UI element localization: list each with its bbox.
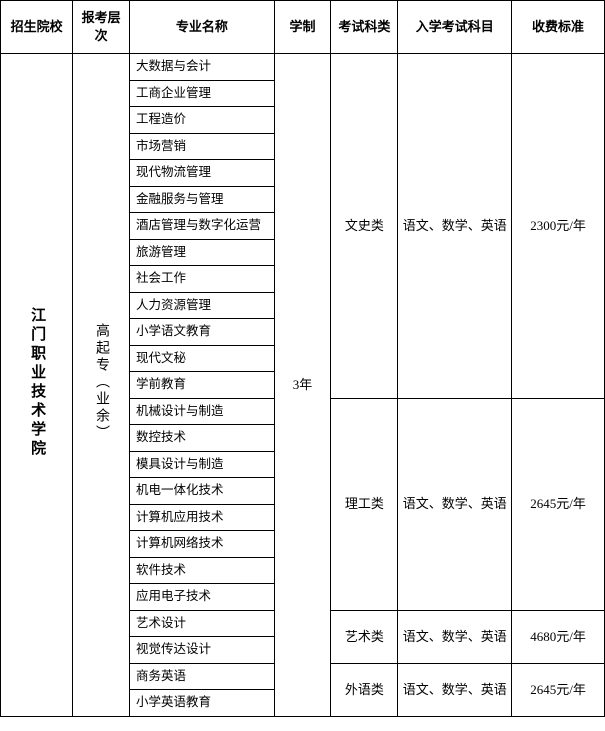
cell-major: 旅游管理 <box>130 239 275 266</box>
table-header: 招生院校 报考层次 专业名称 学制 考试科类 入学考试科目 收费标准 <box>1 1 605 54</box>
header-category: 考试科类 <box>331 1 398 54</box>
cell-major: 现代物流管理 <box>130 160 275 187</box>
cell-major: 社会工作 <box>130 266 275 293</box>
cell-subjects: 语文、数学、英语 <box>398 398 512 610</box>
cell-major: 小学英语教育 <box>130 690 275 717</box>
admissions-table-container: 招生院校 报考层次 专业名称 学制 考试科类 入学考试科目 收费标准 江门职业技… <box>0 0 605 717</box>
cell-major: 小学语文教育 <box>130 319 275 346</box>
cell-major: 商务英语 <box>130 663 275 690</box>
cell-fee: 2645元/年 <box>512 663 605 716</box>
cell-level: 高起专（业余） <box>73 54 130 717</box>
cell-category: 理工类 <box>331 398 398 610</box>
header-level: 报考层次 <box>73 1 130 54</box>
cell-major: 机械设计与制造 <box>130 398 275 425</box>
cell-major: 模具设计与制造 <box>130 451 275 478</box>
cell-subjects: 语文、数学、英语 <box>398 610 512 663</box>
header-major: 专业名称 <box>130 1 275 54</box>
admissions-table: 招生院校 报考层次 专业名称 学制 考试科类 入学考试科目 收费标准 江门职业技… <box>0 0 605 717</box>
cell-major: 软件技术 <box>130 557 275 584</box>
table-body: 江门职业技术学院高起专（业余）大数据与会计3年文史类语文、数学、英语2300元/… <box>1 54 605 717</box>
cell-subjects: 语文、数学、英语 <box>398 54 512 399</box>
cell-major: 学前教育 <box>130 372 275 399</box>
cell-years: 3年 <box>274 54 331 717</box>
cell-major: 金融服务与管理 <box>130 186 275 213</box>
cell-major: 应用电子技术 <box>130 584 275 611</box>
school-name: 江门职业技术学院 <box>26 307 47 459</box>
cell-major: 机电一体化技术 <box>130 478 275 505</box>
cell-category: 外语类 <box>331 663 398 716</box>
cell-fee: 4680元/年 <box>512 610 605 663</box>
header-fee: 收费标准 <box>512 1 605 54</box>
cell-major: 视觉传达设计 <box>130 637 275 664</box>
cell-major: 数控技术 <box>130 425 275 452</box>
cell-category: 文史类 <box>331 54 398 399</box>
cell-major: 工商企业管理 <box>130 80 275 107</box>
cell-major: 工程造价 <box>130 107 275 134</box>
cell-fee: 2300元/年 <box>512 54 605 399</box>
cell-major: 计算机应用技术 <box>130 504 275 531</box>
cell-major: 大数据与会计 <box>130 54 275 81</box>
cell-fee: 2645元/年 <box>512 398 605 610</box>
cell-major: 艺术设计 <box>130 610 275 637</box>
cell-major: 人力资源管理 <box>130 292 275 319</box>
cell-school: 江门职业技术学院 <box>1 54 73 717</box>
header-years: 学制 <box>274 1 331 54</box>
header-subjects: 入学考试科目 <box>398 1 512 54</box>
header-school: 招生院校 <box>1 1 73 54</box>
level-name: 高起专（业余） <box>91 323 111 442</box>
cell-subjects: 语文、数学、英语 <box>398 663 512 716</box>
cell-major: 市场营销 <box>130 133 275 160</box>
cell-category: 艺术类 <box>331 610 398 663</box>
cell-major: 现代文秘 <box>130 345 275 372</box>
table-row: 江门职业技术学院高起专（业余）大数据与会计3年文史类语文、数学、英语2300元/… <box>1 54 605 81</box>
cell-major: 计算机网络技术 <box>130 531 275 558</box>
cell-major: 酒店管理与数字化运营 <box>130 213 275 240</box>
